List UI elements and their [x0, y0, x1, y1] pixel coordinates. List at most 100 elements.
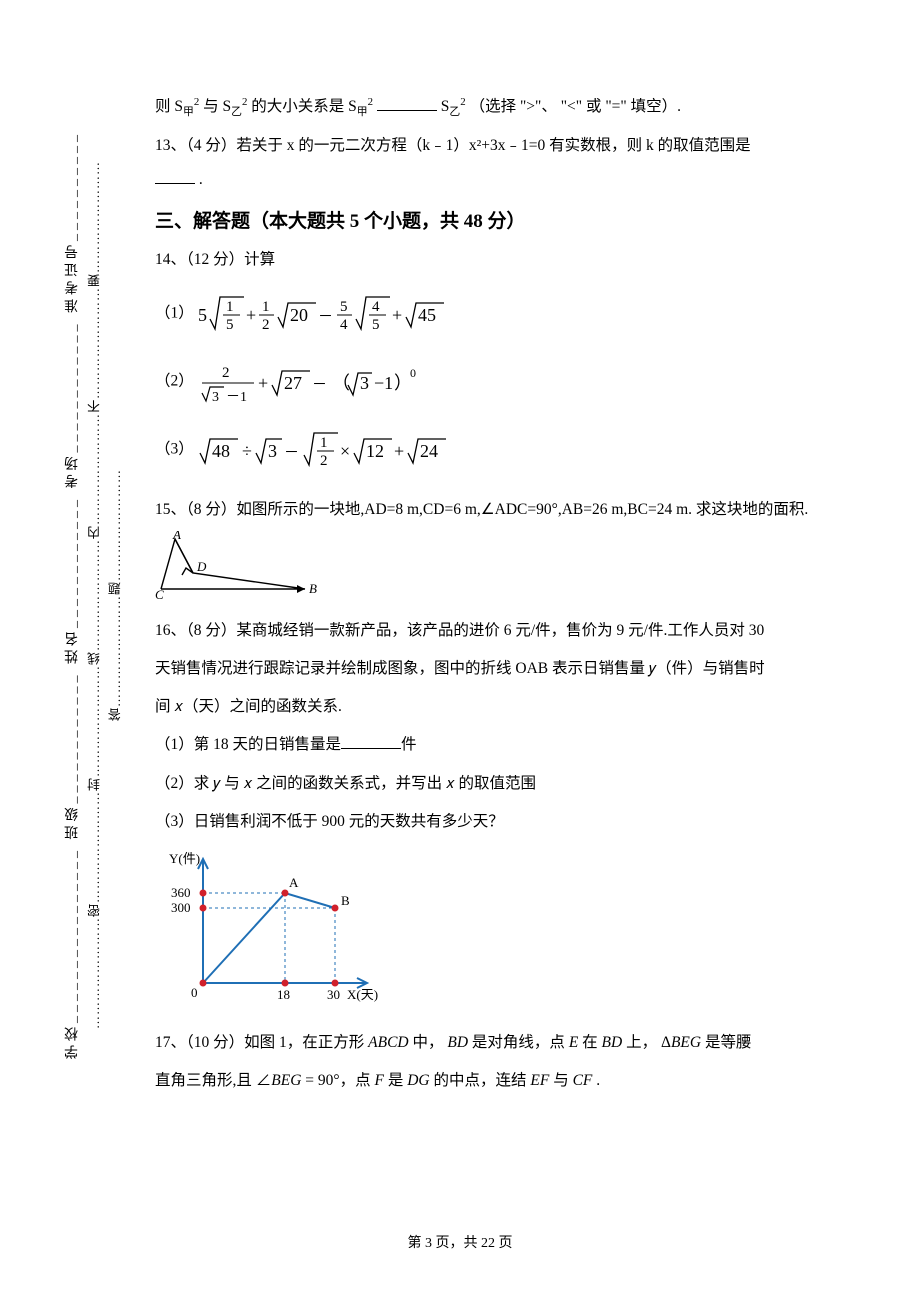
q17-1b: ABCD — [368, 1034, 408, 1051]
q17-2j: CF — [573, 1072, 593, 1089]
q16-p3: （3）日销售利润不低于 900 元的天数共有多少天？ — [155, 805, 845, 839]
q17-1i: 上， Δ — [622, 1034, 671, 1051]
svg-text:2: 2 — [222, 365, 230, 381]
q17-2i: 与 — [549, 1072, 572, 1089]
svg-text:1: 1 — [262, 299, 270, 315]
q16-p1-after: 件 — [401, 736, 417, 753]
q16-p1-blank[interactable] — [341, 736, 401, 750]
svg-text:－1: －1 — [226, 390, 247, 405]
q12-sub2: 乙 — [231, 106, 242, 118]
svg-text:+: + — [246, 305, 256, 325]
q14-1-formula: 5 1 5 + 1 2 20 － 5 4 4 — [198, 289, 458, 339]
svg-text:（: （ — [332, 373, 350, 393]
chart-xlabel: X(天) — [347, 987, 378, 1002]
q17-1a: 17、（10 分）如图 1，在正方形 — [155, 1034, 368, 1051]
svg-text:−1: −1 — [374, 373, 393, 393]
chart-x-18: 18 — [277, 987, 290, 1002]
q13-line1: 13、（4 分）若关于 x 的一元二次方程（k﹣1）x²+3x﹣1=0 有实数根… — [155, 129, 845, 163]
svg-text:+: + — [392, 305, 402, 325]
q17-2e: 是 — [384, 1072, 407, 1089]
q17-2b: BEG — [271, 1072, 301, 1089]
svg-text:4: 4 — [340, 317, 348, 333]
sidebar-dotted-line: ……………………密……………………封……………………线……………………内…………… — [85, 110, 127, 1080]
chart-y-360: 360 — [171, 885, 191, 900]
chart-x-30: 30 — [327, 987, 340, 1002]
q16-p2: （2）求 𝑦 与 𝑥 之间的函数关系式，并写出 𝑥 的取值范围 — [155, 767, 845, 801]
page-content: 则 S甲2 与 S乙2 的大小关系是 S甲2 S乙2 （选择 ">"、 "<" … — [155, 90, 845, 1102]
q12-sub1: 甲 — [183, 106, 194, 118]
q17-1f: E — [569, 1034, 578, 1051]
q15-label-D: D — [196, 559, 207, 574]
svg-text:－: － — [318, 309, 333, 325]
svg-text:48: 48 — [212, 441, 230, 461]
q17-line2: 直角三角形,且 ∠BEG = 90°，点 F 是 DG 的中点，连结 EF 与 … — [155, 1064, 845, 1098]
svg-text:45: 45 — [418, 305, 436, 325]
q12-tail-text: （选择 ">"、 "<" 或 "=" 填空）. — [470, 98, 681, 115]
svg-text:－: － — [312, 377, 327, 393]
q15-text: 15、（8 分）如图所示的一块地,AD=8 m,CD=6 m,∠ADC=90°,… — [155, 493, 845, 527]
svg-text:1: 1 — [226, 299, 234, 315]
q14-3-formula: 48 ÷ 3 － 1 2 × 12 + 24 — [198, 425, 478, 475]
q12-mid2: 的大小关系是 S — [247, 98, 356, 115]
svg-text:×: × — [340, 441, 350, 461]
q17-2f: DG — [407, 1072, 429, 1089]
chart-y-300: 300 — [171, 900, 191, 915]
q12-prefix: 则 S — [155, 98, 183, 115]
exam-binding-sidebar: 学校________________ 班级____________ 姓名____… — [60, 110, 120, 1080]
q13: 13、（4 分）若关于 x 的一元二次方程（k﹣1）x²+3x﹣1=0 有实数根… — [155, 129, 845, 197]
q16-p1: （1）第 18 天的日销售量是 件 — [155, 728, 845, 762]
svg-text:12: 12 — [366, 441, 384, 461]
q17-2d: F — [374, 1072, 383, 1089]
q16-chart: 360 300 0 18 30 Y(件) X(天) A B — [155, 843, 845, 1026]
svg-text:3: 3 — [212, 390, 219, 405]
q14-1: （1） 5 1 5 + 1 2 20 － 5 — [155, 289, 845, 339]
chart-x-0: 0 — [191, 985, 198, 1000]
q13-period: . — [195, 171, 203, 188]
q13-line2: . — [155, 163, 845, 197]
q17-line1: 17、（10 分）如图 1，在正方形 ABCD 中， BD 是对角线，点 E 在… — [155, 1026, 845, 1060]
q17-2a: 直角三角形,且 ∠ — [155, 1072, 271, 1089]
sidebar-labels: 学校________________ 班级____________ 姓名____… — [60, 131, 85, 1059]
q14-2: （2） 2 3 －1 + 27 － （ 3 −1 ） — [155, 357, 845, 407]
q17-1d: BD — [447, 1034, 468, 1051]
q12-sup3: 2 — [368, 96, 373, 108]
svg-text:0: 0 — [410, 366, 416, 380]
q15-label-C: C — [155, 587, 164, 601]
page-footer: 第 3 页，共 22 页 — [0, 1232, 920, 1252]
svg-text:24: 24 — [420, 441, 438, 461]
svg-text:－: － — [284, 445, 299, 461]
q12-sub4: 乙 — [449, 106, 460, 118]
q12-sub3: 甲 — [357, 106, 368, 118]
q16-line1: 16、（8 分）某商城经销一款新产品，该产品的进价 6 元/件，售价为 9 元/… — [155, 614, 845, 648]
q17-1j: BEG — [671, 1034, 701, 1051]
chart-ylabel: Y(件) — [169, 851, 200, 866]
svg-text:20: 20 — [290, 305, 308, 325]
svg-text:2: 2 — [262, 317, 270, 333]
q17-1h: BD — [602, 1034, 623, 1051]
chart-label-A: A — [289, 875, 299, 890]
q17-1g: 在 — [578, 1034, 601, 1051]
q15-figure: A D C B — [155, 531, 845, 614]
svg-text:5: 5 — [340, 299, 348, 315]
q16-p1-before: （1）第 18 天的日销售量是 — [155, 736, 341, 753]
q16-line2: 天销售情况进行跟踪记录并绘制成图象，图中的折线 OAB 表示日销售量 𝑦（件）与… — [155, 652, 845, 686]
q14-head: 14、（12 分）计算 — [155, 243, 845, 277]
svg-text:+: + — [394, 441, 404, 461]
svg-text:3: 3 — [268, 441, 277, 461]
svg-text:5: 5 — [198, 305, 207, 325]
q13-blank[interactable] — [155, 170, 195, 184]
q12-tail: 则 S甲2 与 S乙2 的大小关系是 S甲2 S乙2 （选择 ">"、 "<" … — [155, 90, 845, 125]
svg-text:1: 1 — [320, 435, 328, 451]
chart-label-B: B — [341, 893, 350, 908]
q14-2-label: （2） — [155, 373, 194, 390]
q17-1k: 是等腰 — [701, 1034, 751, 1051]
q12-mid1: 与 S — [199, 98, 231, 115]
svg-text:2: 2 — [320, 453, 328, 469]
q17-2c: = 90°，点 — [301, 1072, 374, 1089]
q12-blank[interactable] — [377, 97, 437, 111]
section-3-heading: 三、解答题（本大题共 5 个小题，共 48 分） — [155, 201, 845, 243]
q14-3: （3） 48 ÷ 3 － 1 2 × 12 + — [155, 425, 845, 475]
q14-1-label: （1） — [155, 305, 194, 322]
q14-3-label: （3） — [155, 441, 194, 458]
q15-label-A: A — [172, 531, 181, 542]
